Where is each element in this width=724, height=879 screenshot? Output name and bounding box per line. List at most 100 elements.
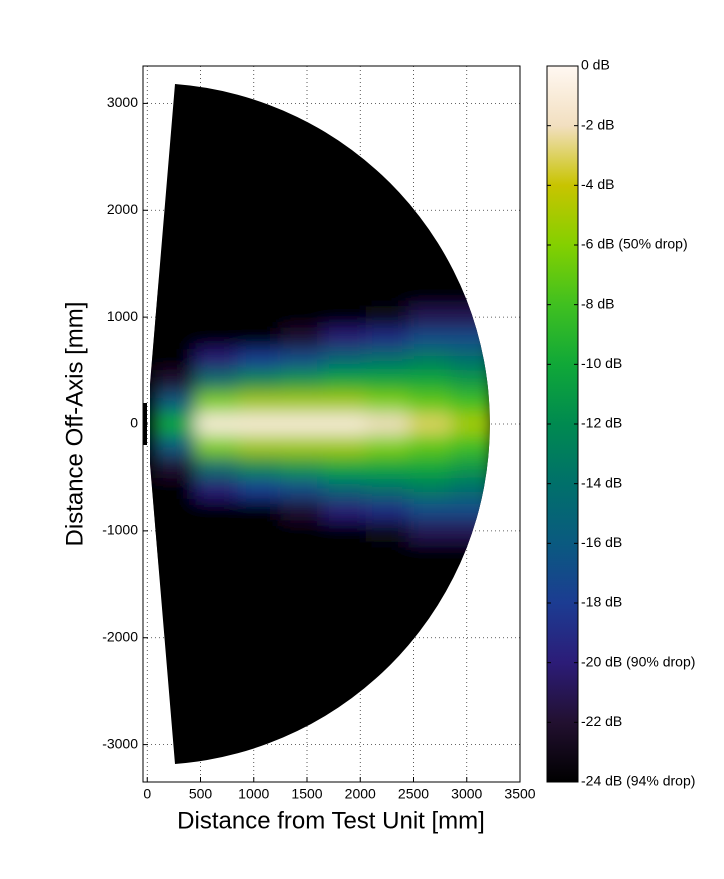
heat-cell — [408, 477, 452, 500]
heat-cell — [365, 306, 409, 329]
heat-cell — [450, 434, 490, 457]
y-tick-label: -3000 — [102, 735, 138, 751]
heat-cell — [450, 391, 490, 414]
heat-cell — [237, 434, 281, 457]
heat-cell — [237, 391, 281, 414]
heat-cell — [280, 434, 324, 457]
heat-cell — [195, 413, 239, 436]
heat-cell — [322, 306, 367, 329]
y-tick-label: 3000 — [107, 94, 138, 110]
heat-cell — [408, 541, 452, 564]
heat-cell — [152, 541, 196, 564]
colorbar — [546, 65, 579, 783]
heat-cell — [450, 477, 490, 500]
heat-cell — [365, 541, 409, 564]
heat-cell — [322, 498, 367, 521]
heat-cell — [195, 456, 239, 478]
heat-cell — [152, 349, 196, 372]
heat-cell — [152, 477, 196, 500]
heat-cell — [365, 349, 409, 372]
x-tick-label: 3500 — [504, 786, 535, 802]
x-axis-label: Distance from Test Unit [mm] — [177, 807, 485, 834]
heat-cell — [322, 391, 367, 414]
x-tick-label: 1500 — [291, 786, 322, 802]
y-tick-label: 1000 — [107, 308, 138, 324]
colorbar-tick-label: -10 dB — [581, 355, 622, 371]
heat-cell — [237, 541, 281, 564]
heat-cell — [195, 349, 239, 372]
y-tick-label: -2000 — [102, 628, 138, 644]
heat-cell — [152, 434, 196, 457]
heat-cell — [152, 498, 196, 521]
heat-cell — [152, 370, 196, 393]
colorbar-tick-label: -2 dB — [581, 116, 614, 132]
colorbar-tick-label: -18 dB — [581, 594, 622, 610]
colorbar-tick-label: -6 dB (50% drop) — [581, 236, 688, 252]
heat-cell — [237, 413, 281, 436]
heat-cell — [195, 477, 239, 500]
heat-cell — [237, 306, 281, 329]
heat-cell — [322, 434, 367, 457]
heat-cell — [195, 434, 239, 457]
heat-cell — [365, 327, 409, 350]
heat-cell — [365, 498, 409, 521]
colorbar-tick-label: -24 dB (94% drop) — [581, 773, 695, 789]
x-tick-label: 3000 — [451, 786, 482, 802]
heat-cell — [408, 498, 452, 521]
x-tick-label: 1000 — [238, 786, 269, 802]
heat-cell — [152, 456, 196, 478]
heat-cell — [322, 477, 367, 500]
heat-cell — [280, 498, 324, 521]
heat-cell — [280, 327, 324, 350]
heat-cell — [408, 370, 452, 393]
heat-cell — [365, 285, 409, 307]
heat-cell — [408, 285, 452, 307]
colorbar-tick-label: -8 dB — [581, 295, 614, 311]
heat-cell — [365, 391, 409, 414]
heat-cell — [322, 327, 367, 350]
heat-cell — [408, 349, 452, 372]
heat-cell — [280, 413, 324, 436]
heat-cell — [365, 413, 409, 436]
y-tick-label: -1000 — [102, 522, 138, 538]
heat-cell — [322, 370, 367, 393]
heat-cell — [152, 306, 196, 329]
heat-cell — [408, 306, 452, 329]
heat-cell — [152, 520, 196, 543]
heat-cell — [280, 306, 324, 329]
x-tick-label: 500 — [189, 786, 213, 802]
heat-cell — [152, 391, 196, 414]
heat-cell — [237, 370, 281, 393]
colorbar-tick-label: -22 dB — [581, 713, 622, 729]
heat-cell — [322, 541, 367, 564]
heat-cell — [237, 285, 281, 307]
colorbar-tick-label: -16 dB — [581, 534, 622, 550]
colorbar-tick-label: -12 dB — [581, 415, 622, 431]
heat-cell — [365, 477, 409, 500]
heat-cell — [322, 349, 367, 372]
heat-cell — [450, 370, 490, 393]
heat-cell — [237, 498, 281, 521]
colorbar-tick-label: 0 dB — [581, 57, 610, 73]
heat-cell — [237, 349, 281, 372]
heat-cell — [195, 498, 239, 521]
heat-cell — [408, 413, 452, 436]
heat-cell — [195, 370, 239, 393]
colorbar-tick-label: -20 dB (90% drop) — [581, 653, 695, 669]
heat-cell — [195, 391, 239, 414]
heat-cell — [195, 285, 239, 307]
heat-cell — [408, 456, 452, 478]
heat-cell — [450, 456, 490, 478]
x-tick-label: 0 — [143, 786, 151, 802]
y-axis-label: Distance Off-Axis [mm] — [61, 302, 88, 547]
heat-cell — [450, 413, 490, 436]
heat-cell — [322, 413, 367, 436]
heat-cell — [322, 456, 367, 478]
heat-cell — [365, 456, 409, 478]
heat-cell — [280, 370, 324, 393]
heat-cell — [322, 520, 367, 543]
heat-cell — [280, 285, 324, 307]
heat-cell — [195, 541, 239, 564]
heat-cell — [152, 285, 196, 307]
